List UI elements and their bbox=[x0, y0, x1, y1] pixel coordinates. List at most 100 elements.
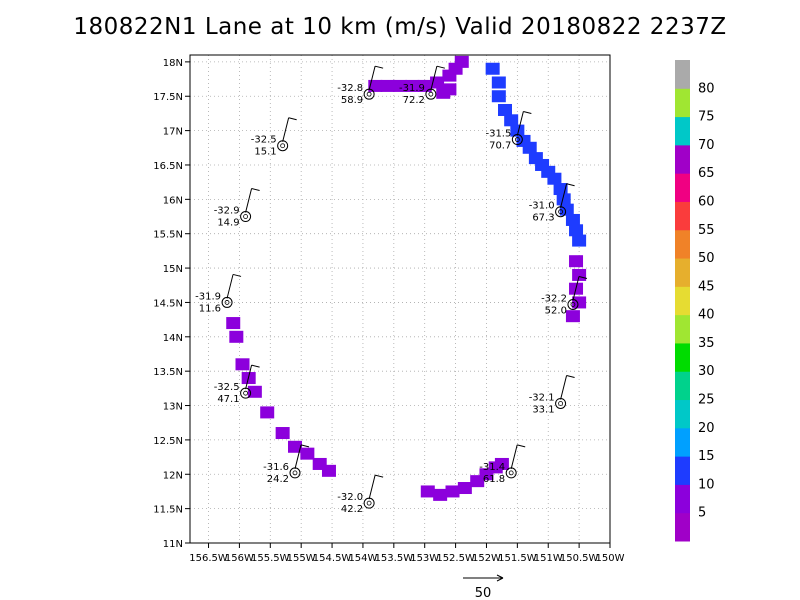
x-tick-label: 155.5W bbox=[251, 553, 290, 564]
wind-swath-cell bbox=[569, 255, 584, 268]
colorbar-label: 5 bbox=[698, 506, 706, 521]
wind-barb bbox=[245, 188, 253, 213]
dropsonde-marker-inner bbox=[366, 500, 372, 506]
dropsonde-marker-inner bbox=[366, 91, 372, 97]
dropsonde-marker bbox=[555, 397, 567, 409]
wind-barb-flag bbox=[300, 444, 310, 448]
wind-swath-cell bbox=[405, 79, 420, 92]
reference-vector: 50 bbox=[463, 574, 504, 600]
wind-barb bbox=[510, 444, 518, 470]
dropsonde-marker bbox=[240, 211, 252, 223]
colorbar-label: 70 bbox=[698, 138, 715, 153]
x-tick-label: 152W bbox=[472, 553, 501, 564]
y-tick-label: 13N bbox=[163, 402, 183, 413]
wind-swath-cell bbox=[559, 203, 574, 216]
dropsonde-wind: 15.1 bbox=[254, 147, 276, 158]
dropsonde-marker-inner bbox=[292, 470, 298, 476]
wind-barb bbox=[430, 66, 438, 91]
dropsonde-temp: -32.1 bbox=[529, 392, 555, 403]
dropsonde-wind: 70.7 bbox=[489, 141, 511, 152]
colorbar-label: 55 bbox=[698, 223, 715, 238]
colorbar-label: 65 bbox=[698, 166, 715, 181]
dropsonde-temp: -31.6 bbox=[263, 462, 289, 473]
colorbar-label: 75 bbox=[698, 110, 715, 125]
y-tick-label: 12N bbox=[163, 470, 183, 481]
colorbar-swatch bbox=[675, 399, 690, 429]
y-tick-label: 12.5N bbox=[153, 436, 183, 447]
wind-swath-cell bbox=[498, 103, 512, 116]
wind-barb bbox=[572, 276, 580, 301]
colorbar-swatch bbox=[675, 371, 690, 401]
x-tick-label: 153.5W bbox=[375, 553, 414, 564]
dropsonde-temp: -31.9 bbox=[195, 291, 221, 302]
wind-swath-cell bbox=[442, 83, 457, 96]
colorbar-swatch bbox=[675, 201, 690, 231]
wind-swath-cell bbox=[321, 464, 336, 477]
dropsonde-wind: 42.2 bbox=[341, 504, 363, 515]
wind-barb-flag bbox=[374, 65, 384, 69]
wind-barb bbox=[282, 117, 290, 142]
dropsonde-marker bbox=[277, 140, 289, 152]
y-tick-label: 16.5N bbox=[153, 161, 183, 172]
wind-swath-cell bbox=[572, 268, 587, 281]
dropsonde-marker bbox=[289, 467, 301, 479]
wind-barb bbox=[560, 375, 568, 400]
colorbar-swatch bbox=[675, 314, 690, 344]
reference-vector-label: 50 bbox=[475, 586, 492, 600]
dropsonde-wind: 61.8 bbox=[483, 474, 505, 485]
y-tick-label: 11.5N bbox=[153, 505, 183, 516]
wind-swath-cell bbox=[448, 62, 463, 75]
wind-swath-cell bbox=[565, 213, 580, 226]
colorbar-label: 80 bbox=[698, 81, 715, 96]
wind-swath-cell bbox=[260, 406, 275, 419]
colorbar-swatch bbox=[675, 173, 690, 202]
wind-swath-cell bbox=[235, 358, 250, 371]
dropsonde-marker-inner bbox=[514, 137, 520, 142]
wind-barb-flag bbox=[232, 273, 242, 277]
dropsonde-wind: 14.9 bbox=[217, 218, 239, 229]
x-tick-label: 153W bbox=[410, 553, 439, 564]
dropsonde-wind: 58.9 bbox=[341, 95, 363, 106]
dropsonde-wind: 72.2 bbox=[403, 95, 425, 106]
wind-swath-cell bbox=[457, 482, 472, 495]
x-axis: 156.5W156W155.5W155W154.5W154W153.5W153W… bbox=[189, 543, 625, 564]
wind-swath-cell bbox=[226, 317, 241, 330]
wind-swath-cell bbox=[420, 485, 435, 498]
grid-layer bbox=[190, 55, 611, 544]
colorbar-swatch bbox=[675, 144, 690, 174]
dropsonde-temp: -32.5 bbox=[251, 135, 277, 146]
colorbar-swatch bbox=[675, 512, 690, 542]
colorbar-label: 10 bbox=[698, 477, 715, 492]
dropsonde-marker-inner bbox=[508, 470, 514, 476]
wind-swath-cell bbox=[393, 79, 407, 92]
dropsonde-marker-inner bbox=[428, 91, 434, 97]
x-tick-label: 150.5W bbox=[560, 553, 599, 564]
wind-barb-flag bbox=[523, 111, 532, 115]
dropsonde-marker bbox=[363, 497, 375, 509]
wind-barb-flag bbox=[578, 276, 588, 279]
y-tick-label: 17N bbox=[163, 127, 183, 138]
wind-swath-cell bbox=[454, 55, 469, 68]
x-tick-label: 156W bbox=[225, 553, 254, 564]
swath-layer bbox=[226, 55, 587, 501]
chart-title: 180822N1 Lane at 10 km (m/s) Valid 20180… bbox=[73, 14, 727, 40]
dropsonde-marker-inner bbox=[558, 209, 563, 215]
colorbar-swatch bbox=[675, 88, 690, 118]
colorbar-swatch bbox=[675, 286, 690, 316]
dropsonde-wind: 33.1 bbox=[532, 404, 554, 415]
wind-barb-flag bbox=[251, 188, 260, 192]
wind-swath-cell bbox=[433, 488, 448, 501]
dropsonde-marker-inner bbox=[243, 214, 248, 219]
dropsonde-temp: -32.2 bbox=[541, 293, 567, 304]
dropsonde-wind: 11.6 bbox=[199, 303, 221, 314]
dropsonde-temp: -31.5 bbox=[485, 129, 511, 140]
wind-swath-cell bbox=[494, 457, 509, 470]
wind-swath-cell bbox=[491, 90, 506, 103]
wind-swath-cell bbox=[368, 79, 383, 92]
colorbar-swatch bbox=[675, 484, 690, 514]
wind-swath-cell bbox=[380, 79, 395, 92]
wind-barb-flag bbox=[288, 117, 297, 121]
y-tick-label: 15.5N bbox=[153, 230, 183, 241]
colorbar-label: 45 bbox=[698, 279, 715, 294]
dropsonde-marker-inner bbox=[570, 302, 576, 307]
